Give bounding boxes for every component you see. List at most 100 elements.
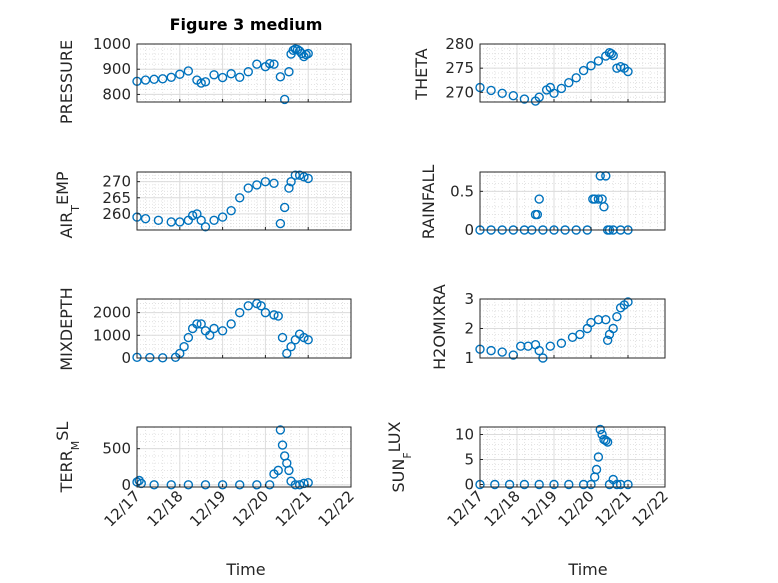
- data-point: [612, 312, 622, 322]
- y-tick-label: 10: [455, 426, 474, 444]
- ylabel-pressure: PRESSURE: [57, 40, 76, 124]
- data-point: [243, 67, 253, 77]
- data-point: [486, 85, 496, 96]
- data-point: [243, 183, 253, 193]
- data-point: [601, 435, 611, 446]
- x-tick-label: 12/19: [186, 487, 229, 530]
- data-point: [273, 311, 283, 321]
- subplot-h2omixra: 1 2 3: [464, 290, 666, 367]
- data-point: [166, 217, 176, 227]
- data-point: [149, 74, 159, 85]
- ylabel-h2omixra: H2OMIXRA: [430, 284, 449, 370]
- data-point: [252, 480, 262, 490]
- data-point: [269, 59, 279, 69]
- ylabel-rainfall: RAINFALL: [419, 165, 438, 240]
- data-point: [608, 50, 618, 61]
- data-point: [564, 77, 574, 88]
- data-point: [286, 341, 296, 352]
- data-point: [187, 210, 198, 221]
- data-point: [534, 479, 544, 490]
- data-point: [153, 215, 164, 226]
- axes-box: [479, 426, 666, 488]
- data-point: [277, 440, 288, 450]
- y-tick-label: 5: [464, 451, 474, 469]
- y-tick-label: 0: [464, 221, 474, 239]
- data-point: [549, 88, 559, 99]
- data-point: [273, 465, 283, 476]
- y-tick-label: 280: [445, 35, 474, 53]
- data-point: [599, 202, 609, 212]
- data-point: [303, 48, 313, 59]
- data-point: [519, 94, 530, 104]
- data-point: [243, 301, 253, 311]
- data-point: [196, 78, 206, 88]
- data-point: [279, 94, 290, 105]
- data-point: [284, 67, 294, 77]
- data-point: [209, 323, 219, 334]
- data-point: [275, 425, 286, 435]
- data-point: [290, 335, 301, 345]
- y-tick-label: 1000: [93, 35, 131, 53]
- data-point: [179, 341, 189, 352]
- data-point: [279, 202, 290, 213]
- data-point: [549, 479, 559, 490]
- y-tick-label: 3: [464, 290, 474, 308]
- data-point: [288, 45, 298, 56]
- data-point: [608, 323, 618, 334]
- data-point: [303, 335, 313, 345]
- ylabel-air-temp: AIRTEMP: [53, 171, 82, 238]
- data-point: [183, 332, 194, 343]
- ylabel-mixdepth: MIXDEPTH: [57, 287, 76, 370]
- data-point: [226, 205, 236, 216]
- data-point: [530, 340, 541, 350]
- data-point: [235, 307, 245, 318]
- data-point: [196, 319, 206, 329]
- data-point: [217, 480, 228, 490]
- y-tick-label: 0: [121, 476, 131, 494]
- data-point: [299, 172, 309, 182]
- axes-box: [479, 43, 666, 103]
- y-tick-label: 1: [464, 349, 474, 367]
- data-point: [623, 66, 633, 77]
- y-tick-label: 265: [102, 189, 131, 207]
- data-point: [252, 180, 262, 190]
- x-tick-label: 12/21: [592, 487, 635, 530]
- y-tick-label: 2000: [93, 304, 131, 322]
- y-tick-label: 900: [102, 60, 131, 78]
- axes-box: [136, 43, 352, 103]
- figure-title: Figure 3 medium: [170, 15, 323, 34]
- subplot-mixdepth: 0 1000 2000: [93, 298, 352, 367]
- data-point: [183, 480, 194, 490]
- data-point: [497, 347, 507, 357]
- data-point: [593, 194, 604, 204]
- data-point: [575, 329, 585, 340]
- y-tick-label: 0: [121, 349, 131, 367]
- data-point: [217, 212, 228, 222]
- data-point: [556, 338, 567, 348]
- data-point: [534, 345, 544, 356]
- data-point: [200, 222, 211, 232]
- data-point: [226, 69, 236, 79]
- data-point: [612, 479, 622, 490]
- data-point: [504, 479, 515, 490]
- data-point: [166, 72, 176, 82]
- data-point: [260, 176, 271, 187]
- data-point: [601, 314, 611, 325]
- data-point: [290, 480, 301, 490]
- data-point: [519, 479, 530, 490]
- axes-box: [136, 298, 352, 359]
- data-point: [209, 70, 219, 80]
- data-point: [140, 214, 151, 224]
- data-point: [269, 178, 279, 188]
- data-point: [175, 69, 185, 79]
- data-point: [556, 83, 567, 94]
- data-point: [275, 72, 286, 82]
- x-tick-label: 12/18: [143, 487, 186, 530]
- y-tick-label: 270: [445, 83, 474, 101]
- data-point: [269, 310, 279, 320]
- data-point: [593, 452, 604, 462]
- x-tick-label: 12/20: [555, 487, 598, 530]
